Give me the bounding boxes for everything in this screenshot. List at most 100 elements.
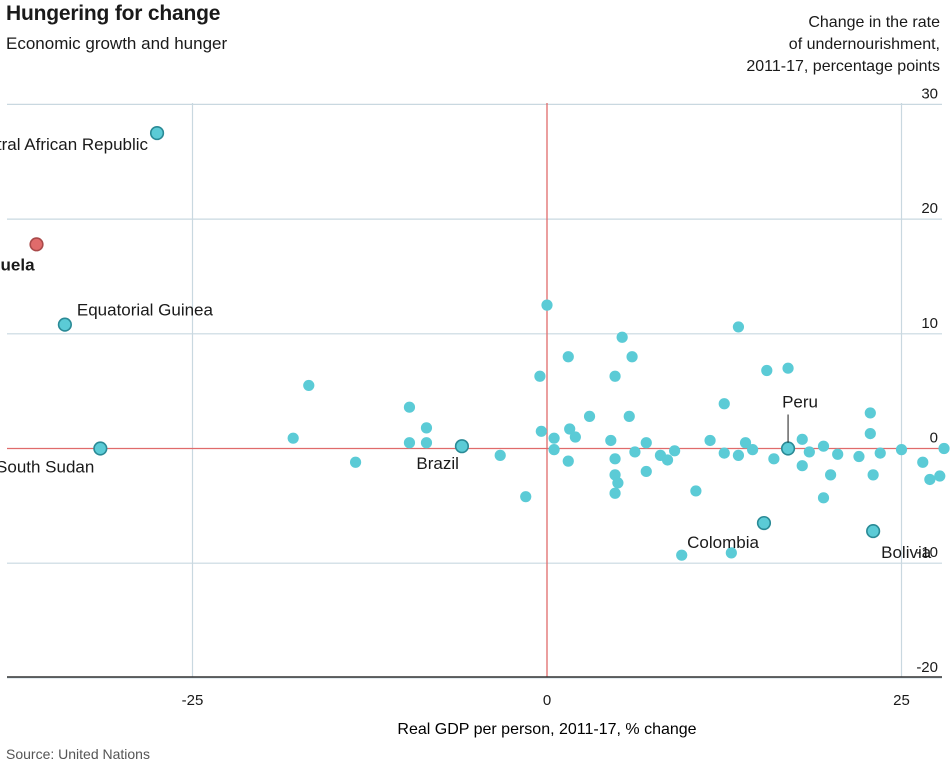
x-axis-label: Real GDP per person, 2011-17, % change [397,721,696,738]
point-label: Central African Republic [0,135,149,154]
data-point [534,370,546,382]
labeled-data-point [149,125,165,141]
x-tick-label: 25 [893,692,910,709]
labeled-data-point [780,441,796,456]
point-labels: Central African RepublicYemenVenezuelaEq… [0,135,932,562]
data-point [690,485,702,497]
data-point [739,437,752,449]
data-point [725,547,737,559]
data-point [287,432,299,444]
data-points [29,125,950,561]
data-point [853,450,865,463]
data-point [303,379,315,392]
data-point [403,437,416,449]
data-point [718,447,730,459]
data-point [569,431,581,443]
data-point [747,444,759,456]
data-point [564,423,576,435]
zero-lines [7,103,942,677]
data-point [640,465,652,478]
data-point [938,442,950,455]
y-axis-title: Change in the rate of undernourishment, … [680,12,940,78]
data-point [640,437,652,449]
chart-title: Hungering for change [6,2,221,25]
data-point [612,477,624,489]
data-point [583,410,596,422]
data-point [924,473,936,486]
data-point [718,398,730,410]
x-tick-label: 0 [543,692,551,709]
data-point [732,321,745,333]
data-point [420,437,433,449]
y-tick-label: 30 [921,85,938,102]
point-label: South Sudan [0,458,94,477]
data-point [817,440,830,452]
data-point [349,456,362,468]
data-point [874,447,886,459]
point-label: Peru [782,393,818,412]
point-label: Colombia [687,533,759,552]
data-point [562,455,574,467]
point-label: Brazil [416,454,459,473]
labeled-data-point [866,523,881,539]
chart-subtitle: Economic growth and hunger [6,34,228,53]
data-point [535,425,547,437]
y-tick-label: 10 [921,315,938,332]
data-point [541,299,553,311]
data-point [616,331,628,343]
data-point [661,454,674,466]
data-point [704,434,716,447]
data-point [864,407,876,419]
data-point [832,448,844,460]
data-point [803,446,815,458]
data-point [817,492,830,504]
data-point [623,410,635,422]
data-point [917,456,929,468]
x-tick-label: -25 [182,692,204,709]
data-point [609,453,621,465]
data-point [403,401,416,413]
data-point [629,446,641,458]
data-point [895,444,908,456]
y-tick-label: -20 [916,659,938,676]
y-tick-label: 0 [930,430,938,447]
data-point [609,487,621,499]
data-point [796,433,808,445]
point-label: Equatorial Guinea [77,301,214,320]
data-point [796,460,808,472]
point-label: Bolivia [881,543,932,562]
labeled-data-point [756,515,772,531]
data-point [548,432,560,444]
data-point [825,469,837,481]
point-label: Venezuela [0,255,35,274]
y-tick-label: 20 [921,200,938,217]
data-point [782,362,794,374]
y-tick-label: -10 [916,544,938,561]
y-axis-title-line-2: of undernourishment, [788,36,940,53]
data-point [494,449,506,461]
labeled-data-point [93,441,108,456]
data-point [934,470,946,482]
data-point [864,427,876,440]
y-axis-title-line-3: 2011-17, percentage points [746,58,940,75]
data-point [609,370,621,382]
labeled-data-point [454,439,470,454]
data-point [420,422,433,434]
labeled-data-point [57,317,72,332]
data-point [761,364,773,377]
data-point [732,449,745,461]
source-note: Source: United Nations [6,746,150,762]
labeled-data-point [29,237,44,252]
data-point [548,444,560,456]
grid-lines [7,103,942,679]
data-point [768,453,780,465]
data-point [676,549,688,561]
data-point [669,445,681,457]
data-point [520,491,532,503]
data-point [626,351,638,363]
y-axis-title-line-1: Change in the rate [808,14,940,31]
data-point [605,434,617,447]
data-point [867,469,879,481]
